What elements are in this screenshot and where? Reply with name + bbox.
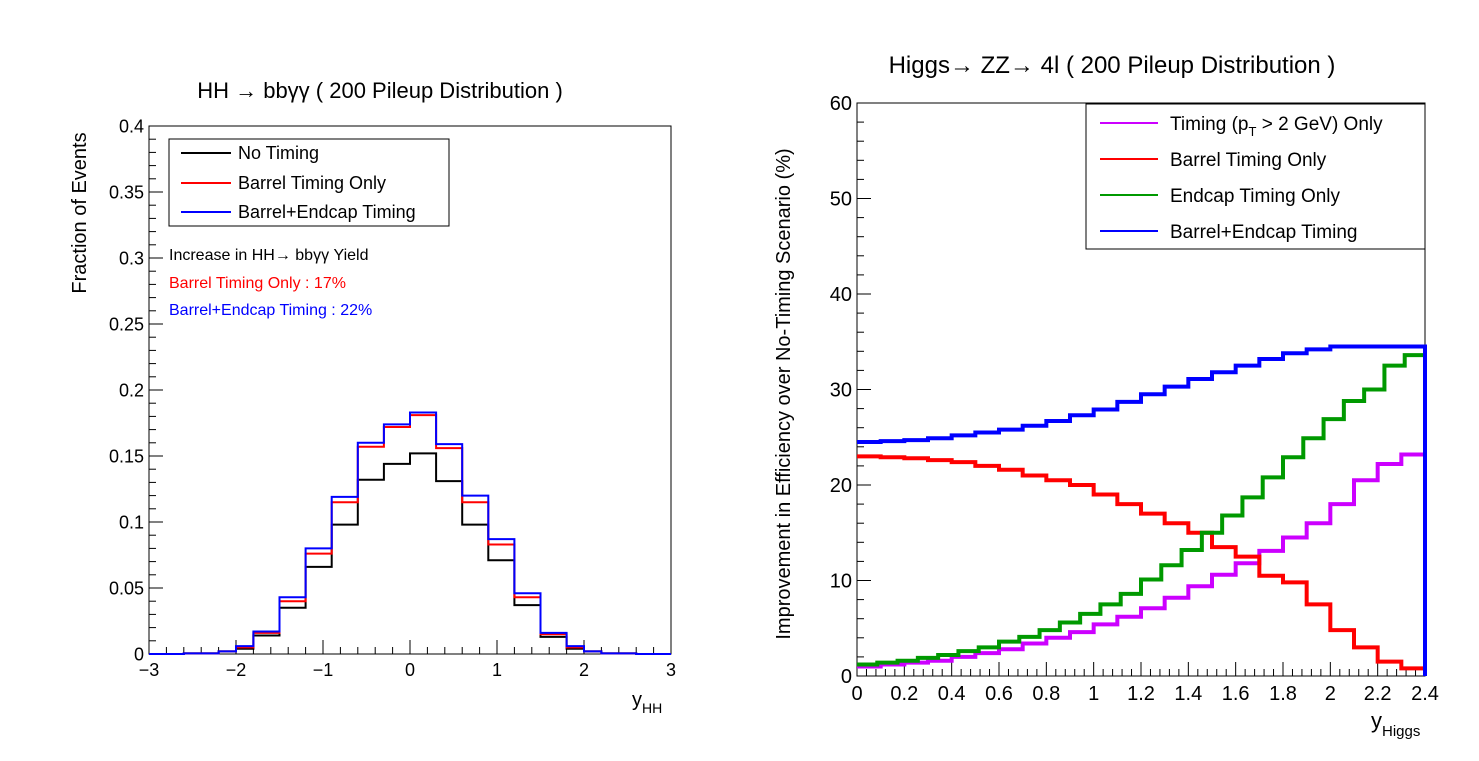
x-tick-label: 2.2	[1364, 683, 1392, 705]
legend-label-no-timing: No Timing	[238, 143, 319, 163]
x-axis-label: yHiggs	[1371, 708, 1420, 740]
axes: −3 −2 −1 0 1 2 3 0 0.05 0.1 0.15 0.2 0.25 0.3 0.35 0.4	[109, 116, 676, 680]
legend-label-endcap: Endcap Timing Only	[1170, 186, 1341, 207]
legend-label-barrel-endcap: Barrel+Endcap Timing	[1170, 222, 1357, 243]
x-tick-label: 3	[666, 660, 676, 680]
y-tick-label: 10	[830, 571, 852, 593]
annotation-barrel-endcap: Barrel+Endcap Timing : 22%	[169, 302, 372, 319]
x-tick-label: 1	[492, 660, 502, 680]
legend-label-barrel: Barrel Timing Only	[238, 173, 386, 193]
y-axis-label: Fraction of Events	[69, 132, 91, 293]
legend-label-barrel-endcap: Barrel+Endcap Timing	[238, 202, 416, 222]
series-line-no-timing	[149, 452, 671, 655]
series-line-barrel-timing-only	[857, 454, 1427, 676]
chart-title: Higgs→ ZZ→ 4l ( 200 Pileup Distribution …	[889, 52, 1336, 79]
x-axis-label: yHH	[632, 689, 662, 716]
series-line-endcap-timing-only	[857, 353, 1427, 676]
x-tick-label: 2.4	[1411, 683, 1439, 705]
y-tick-label: 0.1	[119, 512, 144, 532]
x-tick-label: 0.8	[1032, 683, 1060, 705]
x-tick-label: 1.6	[1222, 683, 1250, 705]
x-tick-label: −2	[226, 660, 247, 680]
y-tick-label: 0.2	[119, 380, 144, 400]
x-tick-label: −3	[139, 660, 160, 680]
y-tick-label: 0.15	[109, 446, 144, 466]
y-tick-label: 0.25	[109, 314, 144, 334]
y-tick-label: 30	[830, 380, 852, 402]
y-tick-label: 0.05	[109, 578, 144, 598]
x-tick-label: 0.6	[985, 683, 1013, 705]
x-tick-label: 1.2	[1127, 683, 1155, 705]
legend-label-barrel: Barrel Timing Only	[1170, 150, 1327, 171]
series-layer	[149, 411, 671, 655]
x-tick-label: −1	[313, 660, 334, 680]
x-tick-label: 1	[1088, 683, 1099, 705]
x-tick-label: 0.2	[890, 683, 918, 705]
legend-label-timing-pt: Timing (pT > 2 GeV) Only	[1170, 114, 1383, 139]
y-tick-label: 40	[830, 284, 852, 306]
series-line-timing-p-t-2-gev-only	[857, 452, 1427, 676]
chart-title: HH → bbγγ ( 200 Pileup Distribution )	[197, 78, 563, 103]
y-tick-label: 0.4	[119, 116, 144, 136]
y-axis-label: Improvement in Efficiency over No-Timing…	[773, 148, 795, 639]
y-tick-label: 0	[134, 644, 144, 664]
x-tick-label: 0.4	[938, 683, 966, 705]
annotation-yield-title: Increase in HH→ bbγγ Yield	[169, 247, 369, 264]
x-tick-label: 1.8	[1269, 683, 1297, 705]
x-tick-label: 0	[405, 660, 415, 680]
series-layer	[857, 344, 1427, 676]
legend: Timing (pT > 2 GeV) Only Barrel Timing O…	[1085, 103, 1426, 250]
series-line-barrel-timing-only	[149, 414, 671, 655]
y-tick-label: 20	[830, 475, 852, 497]
y-tick-label: 0.3	[119, 248, 144, 268]
chart-hh-bbgg: HH → bbγγ ( 200 Pileup Distribution ) Fr…	[69, 78, 676, 716]
series-line-barrel-endcap-timing	[149, 411, 671, 655]
legend: No Timing Barrel Timing Only Barrel+Endc…	[168, 138, 450, 227]
y-tick-label: 0.35	[109, 182, 144, 202]
y-tick-label: 50	[830, 189, 852, 211]
x-tick-label: 2	[1325, 683, 1336, 705]
x-tick-label: 2	[579, 660, 589, 680]
x-tick-label: 0	[851, 683, 862, 705]
x-tick-label: 1.4	[1174, 683, 1202, 705]
chart-higgs-zz4l: Higgs→ ZZ→ 4l ( 200 Pileup Distribution …	[773, 52, 1439, 740]
series-line-barrel-endcap-timing	[857, 344, 1427, 676]
y-tick-label: 0	[841, 666, 852, 688]
y-tick-label: 60	[830, 93, 852, 115]
annotation-barrel: Barrel Timing Only : 17%	[169, 275, 346, 292]
